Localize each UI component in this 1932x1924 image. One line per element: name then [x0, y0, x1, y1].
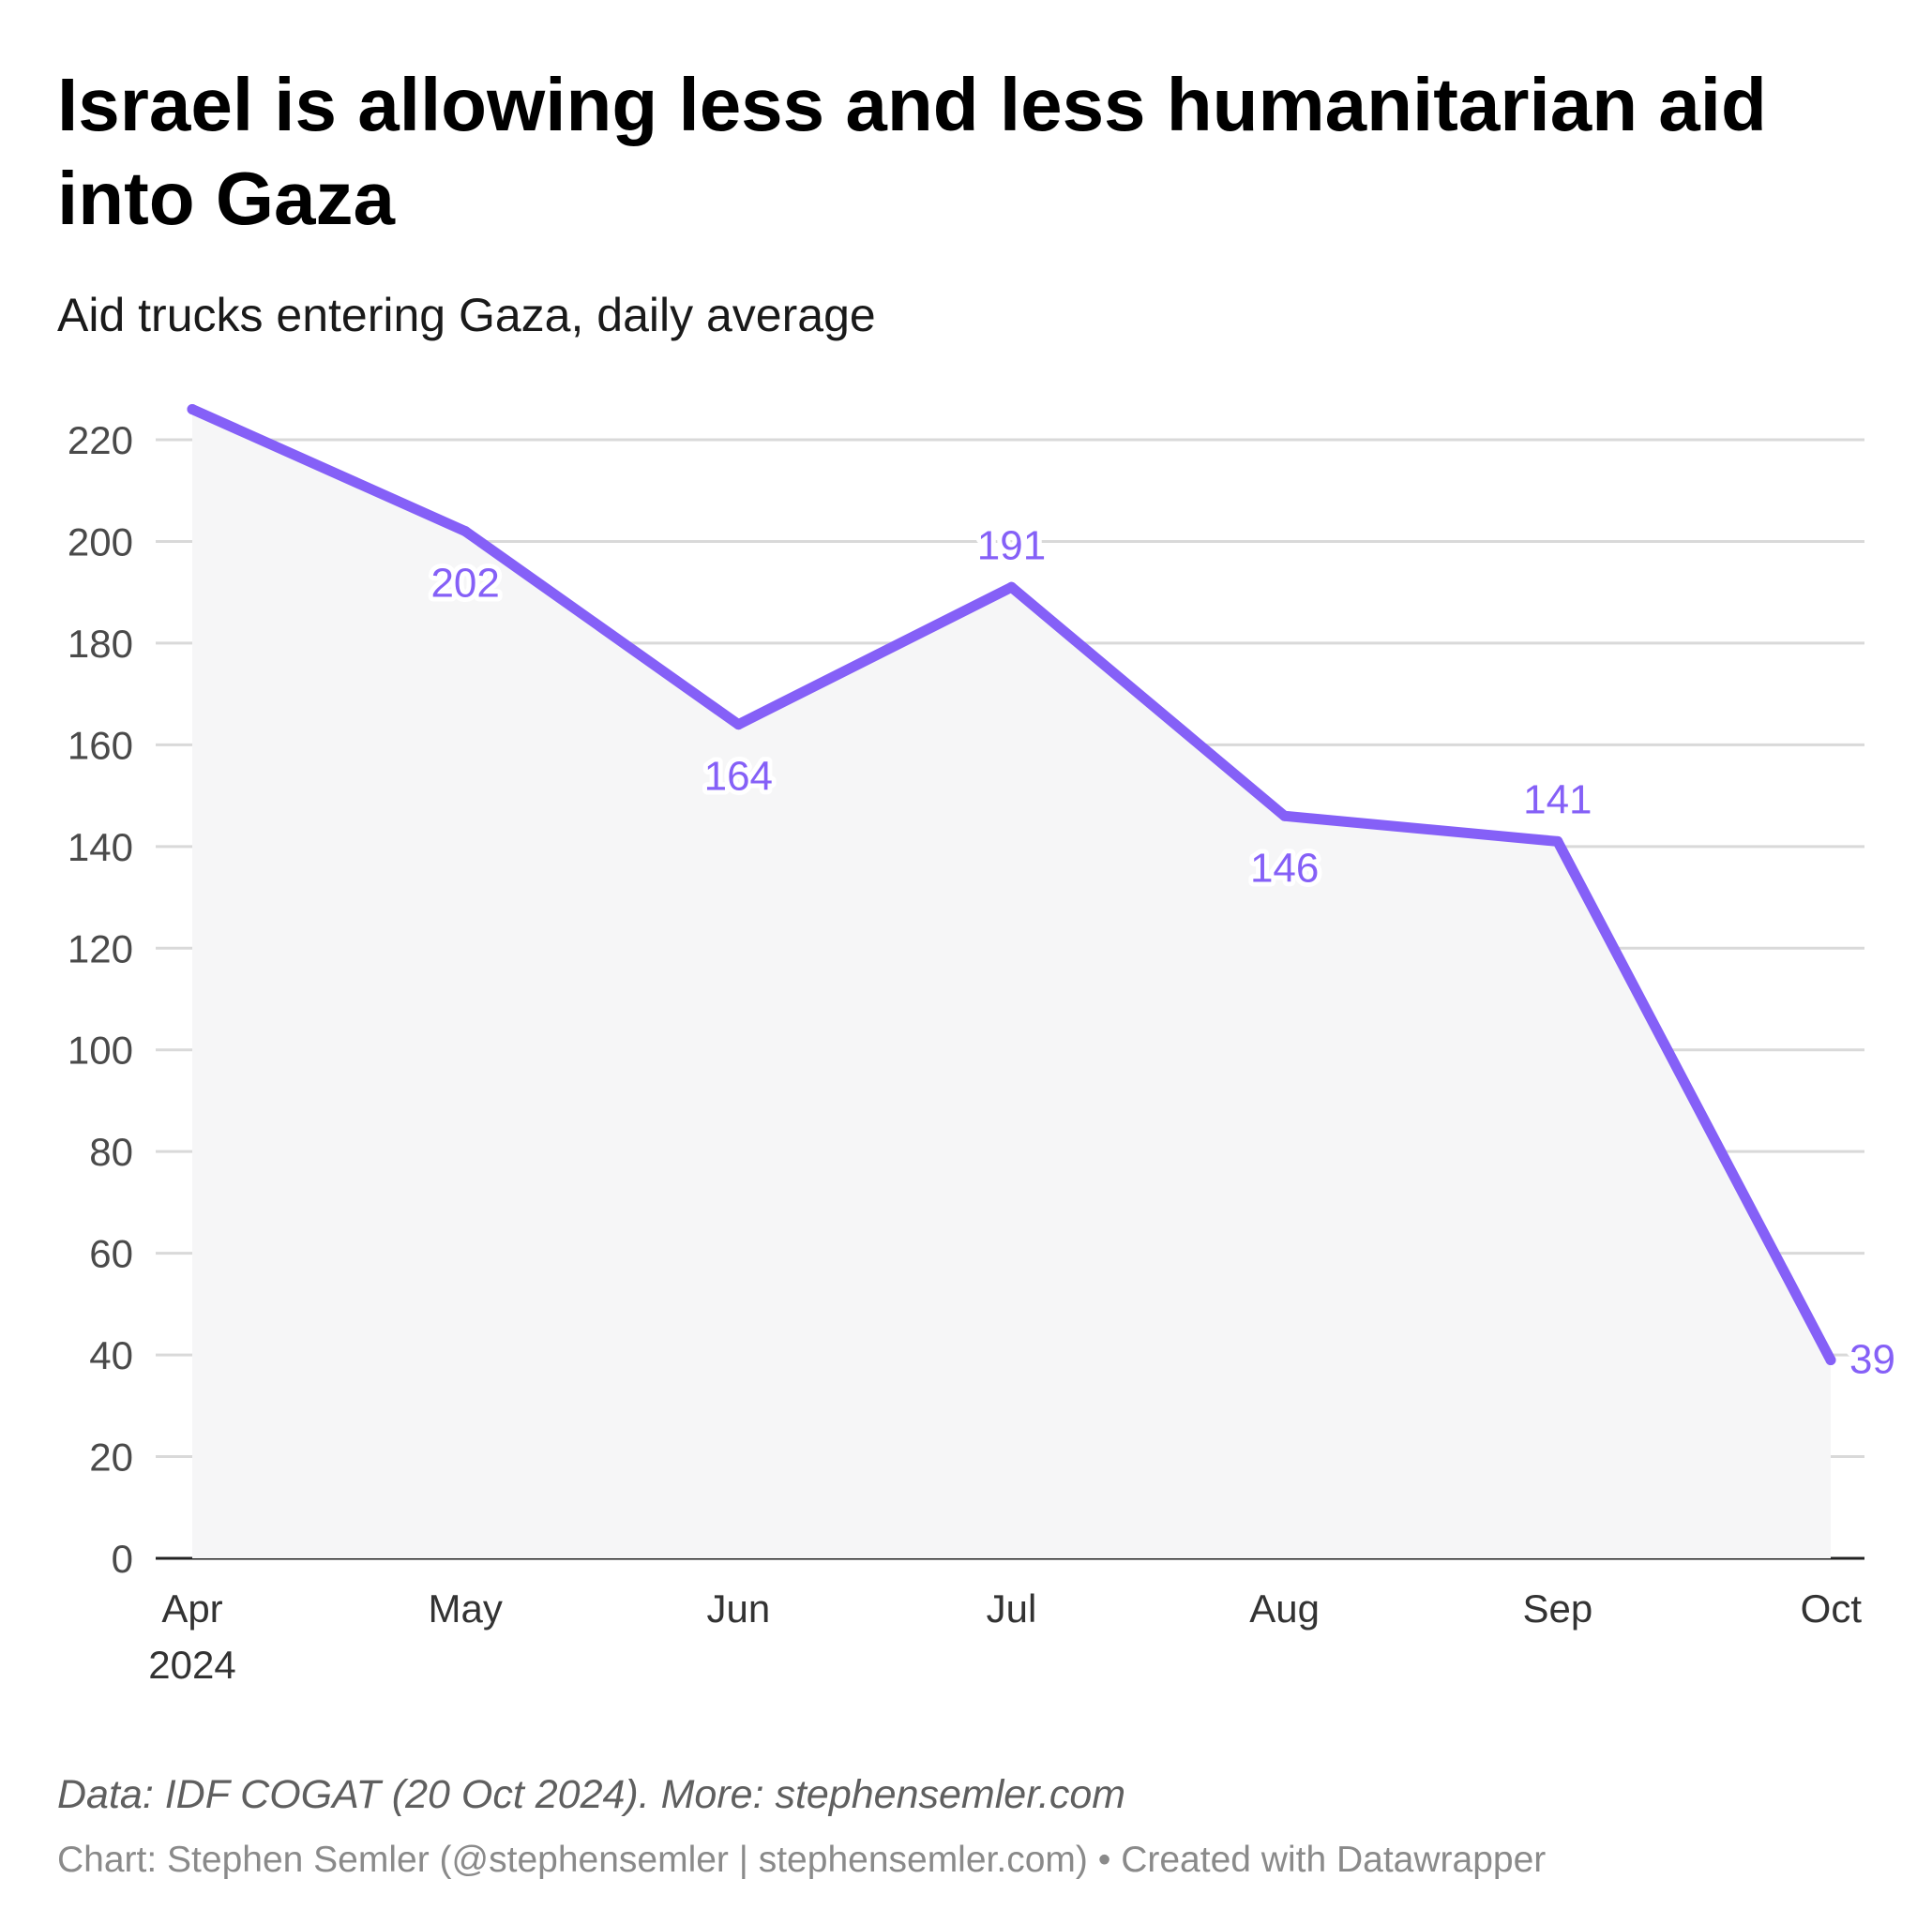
y-tick-label: 0 — [112, 1537, 133, 1581]
byline: Chart: Stephen Semler (@stephensemler | … — [57, 1840, 1547, 1880]
data-point — [1552, 835, 1563, 847]
y-tick-label: 220 — [68, 418, 133, 462]
data-point — [1825, 1355, 1836, 1366]
x-tick-label: Aug — [1249, 1586, 1320, 1631]
data-label: 191 — [977, 522, 1046, 568]
area-fill — [192, 409, 1831, 1558]
y-tick-label: 180 — [68, 622, 133, 666]
data-label: 202 — [430, 561, 499, 607]
y-tick-label: 40 — [89, 1333, 133, 1377]
x-tick-label: May — [428, 1586, 502, 1631]
data-point — [1006, 581, 1017, 593]
y-tick-label: 100 — [68, 1029, 133, 1073]
area-layer — [192, 409, 1831, 1558]
data-labels: 202 164 191 146 141 39 — [426, 518, 1899, 1387]
x-tick-label: Oct — [1801, 1586, 1863, 1631]
y-tick-label: 60 — [89, 1232, 133, 1276]
y-tick-label: 120 — [68, 926, 133, 970]
y-tick-label: 140 — [68, 825, 133, 869]
data-label: 146 — [1250, 845, 1319, 891]
x-tick-label: Jun — [706, 1586, 770, 1631]
y-tick-label: 80 — [89, 1130, 133, 1174]
x-axis-ticks: Apr May Jun Jul Aug Sep Oct 2024 — [148, 1586, 1862, 1687]
y-axis-ticks: 0 20 40 60 80 100 120 140 160 180 200 220 — [68, 418, 133, 1581]
line-layer — [187, 403, 1836, 1366]
source-notes: Data: IDF COGAT (20 Oct 2024). More: ste… — [57, 1772, 1126, 1817]
x-tick-label: Jul — [987, 1586, 1037, 1631]
y-tick-label: 20 — [89, 1435, 133, 1480]
data-label: 141 — [1523, 776, 1592, 822]
y-tick-label: 160 — [68, 723, 133, 767]
data-point — [1279, 810, 1291, 821]
data-label: 39 — [1849, 1337, 1895, 1383]
data-point — [732, 719, 744, 730]
x-tick-label: Apr — [161, 1586, 222, 1631]
data-label: 164 — [704, 754, 773, 800]
y-tick-label: 200 — [68, 519, 133, 564]
data-point — [460, 526, 471, 537]
x-year-label: 2024 — [148, 1643, 235, 1687]
chart-title: Israel is allowing less and less humanit… — [57, 63, 1767, 240]
x-tick-label: Sep — [1522, 1586, 1592, 1631]
data-point — [187, 403, 198, 414]
chart-subtitle: Aid trucks entering Gaza, daily average — [57, 289, 876, 341]
line-chart: 0 20 40 60 80 100 120 140 160 180 200 220 Apr May Jun… — [67, 403, 1899, 1687]
